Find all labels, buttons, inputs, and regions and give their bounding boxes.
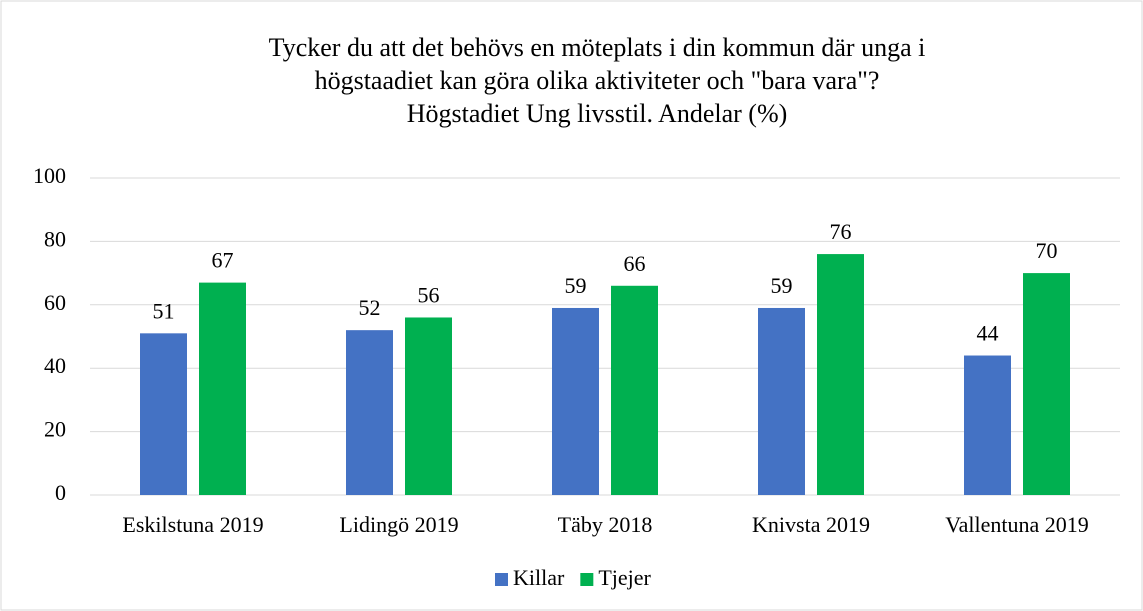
x-tick-label: Knivsta 2019 [752,512,870,537]
legend-label: Tjejer [598,565,651,590]
x-tick-label: Vallentuna 2019 [945,512,1089,537]
data-label: 44 [977,321,999,346]
bar [964,355,1011,495]
x-tick-label: Lidingö 2019 [339,512,458,537]
bar [199,282,246,495]
data-label: 52 [359,295,381,320]
y-tick-label: 80 [44,226,66,251]
data-label: 59 [771,273,793,298]
x-tick-label: Eskilstuna 2019 [122,512,263,537]
data-label: 59 [565,273,587,298]
data-label: 67 [212,248,234,273]
data-label: 56 [418,283,440,308]
bar [1023,273,1070,495]
data-label: 51 [153,298,175,323]
bar [405,317,452,495]
legend-label: Killar [513,565,565,590]
data-label: 76 [830,219,852,244]
y-tick-label: 20 [44,417,66,442]
y-tick-label: 60 [44,290,66,315]
bar [552,307,599,495]
legend-swatch [495,573,508,586]
chart-title: Högstadiet Ung livsstil. Andelar (%) [407,99,788,128]
y-tick-label: 0 [55,480,66,505]
y-tick-label: 100 [33,163,66,188]
bar [140,333,187,495]
chart-title: högstaadiet kan göra olika aktiviteter o… [315,66,880,95]
data-label: 70 [1036,238,1058,263]
bar [758,307,805,495]
bar [611,285,658,495]
bar [346,330,393,495]
y-tick-label: 40 [44,353,66,378]
bar [817,254,864,495]
data-label: 66 [624,251,646,276]
x-tick-label: Täby 2018 [558,512,653,537]
legend-swatch [580,573,594,586]
chart-title: Tycker du att det behövs en möteplats i … [269,33,926,62]
